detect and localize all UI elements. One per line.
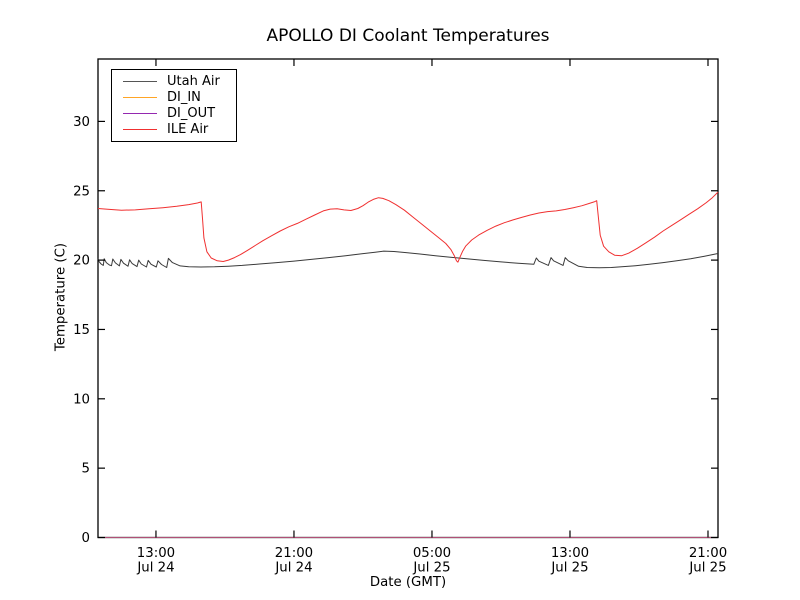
x-tick-date: Jul 24 — [136, 561, 174, 576]
legend-label: DI_IN — [167, 89, 201, 105]
y-axis-label: Temperature (C) — [53, 242, 69, 352]
x-tick-date: Jul 25 — [550, 561, 588, 576]
legend-label: Utah Air — [167, 73, 220, 89]
di-in-line-swatch — [123, 96, 157, 98]
legend-item-ile-air: ILE Air — [112, 122, 236, 138]
tick-marks — [98, 59, 718, 539]
legend-item-utah-air: Utah Air — [112, 73, 236, 89]
data-series — [97, 191, 719, 538]
legend: Utah Air DI_IN DI_OUT ILE Air — [111, 69, 237, 142]
y-tick-label: 20 — [73, 254, 90, 269]
chart-title: APOLLO DI Coolant Temperatures — [266, 26, 550, 46]
x-tick-time: 13:00 — [137, 546, 175, 561]
y-tick-label: 25 — [73, 184, 90, 199]
di-out-line-swatch — [123, 113, 157, 115]
x-axis-label: Date (GMT) — [369, 575, 447, 590]
series-line-utah-air — [97, 250, 719, 269]
ile-air-line-swatch — [123, 129, 157, 131]
x-tick-date: Jul 24 — [274, 561, 312, 576]
x-tick-date: Jul 25 — [412, 561, 450, 576]
x-tick-time: 13:00 — [551, 546, 589, 561]
legend-label: DI_OUT — [167, 106, 216, 122]
y-tick-label: 30 — [73, 115, 90, 130]
x-tick-time: 21:00 — [689, 546, 727, 561]
y-tick-label: 10 — [73, 392, 90, 407]
x-tick-time: 21:00 — [275, 546, 313, 561]
legend-item-di-out: DI_OUT — [112, 106, 236, 122]
y-tick-label: 0 — [82, 531, 90, 546]
y-tick-label: 15 — [73, 323, 90, 338]
series-line-ile-air — [97, 191, 719, 263]
utah-air-line-swatch — [123, 80, 157, 82]
y-tick-label: 5 — [82, 462, 90, 477]
x-tick-time: 05:00 — [413, 546, 451, 561]
x-tick-date: Jul 25 — [688, 561, 726, 576]
legend-item-di-in: DI_IN — [112, 89, 236, 105]
legend-label: ILE Air — [167, 122, 209, 138]
